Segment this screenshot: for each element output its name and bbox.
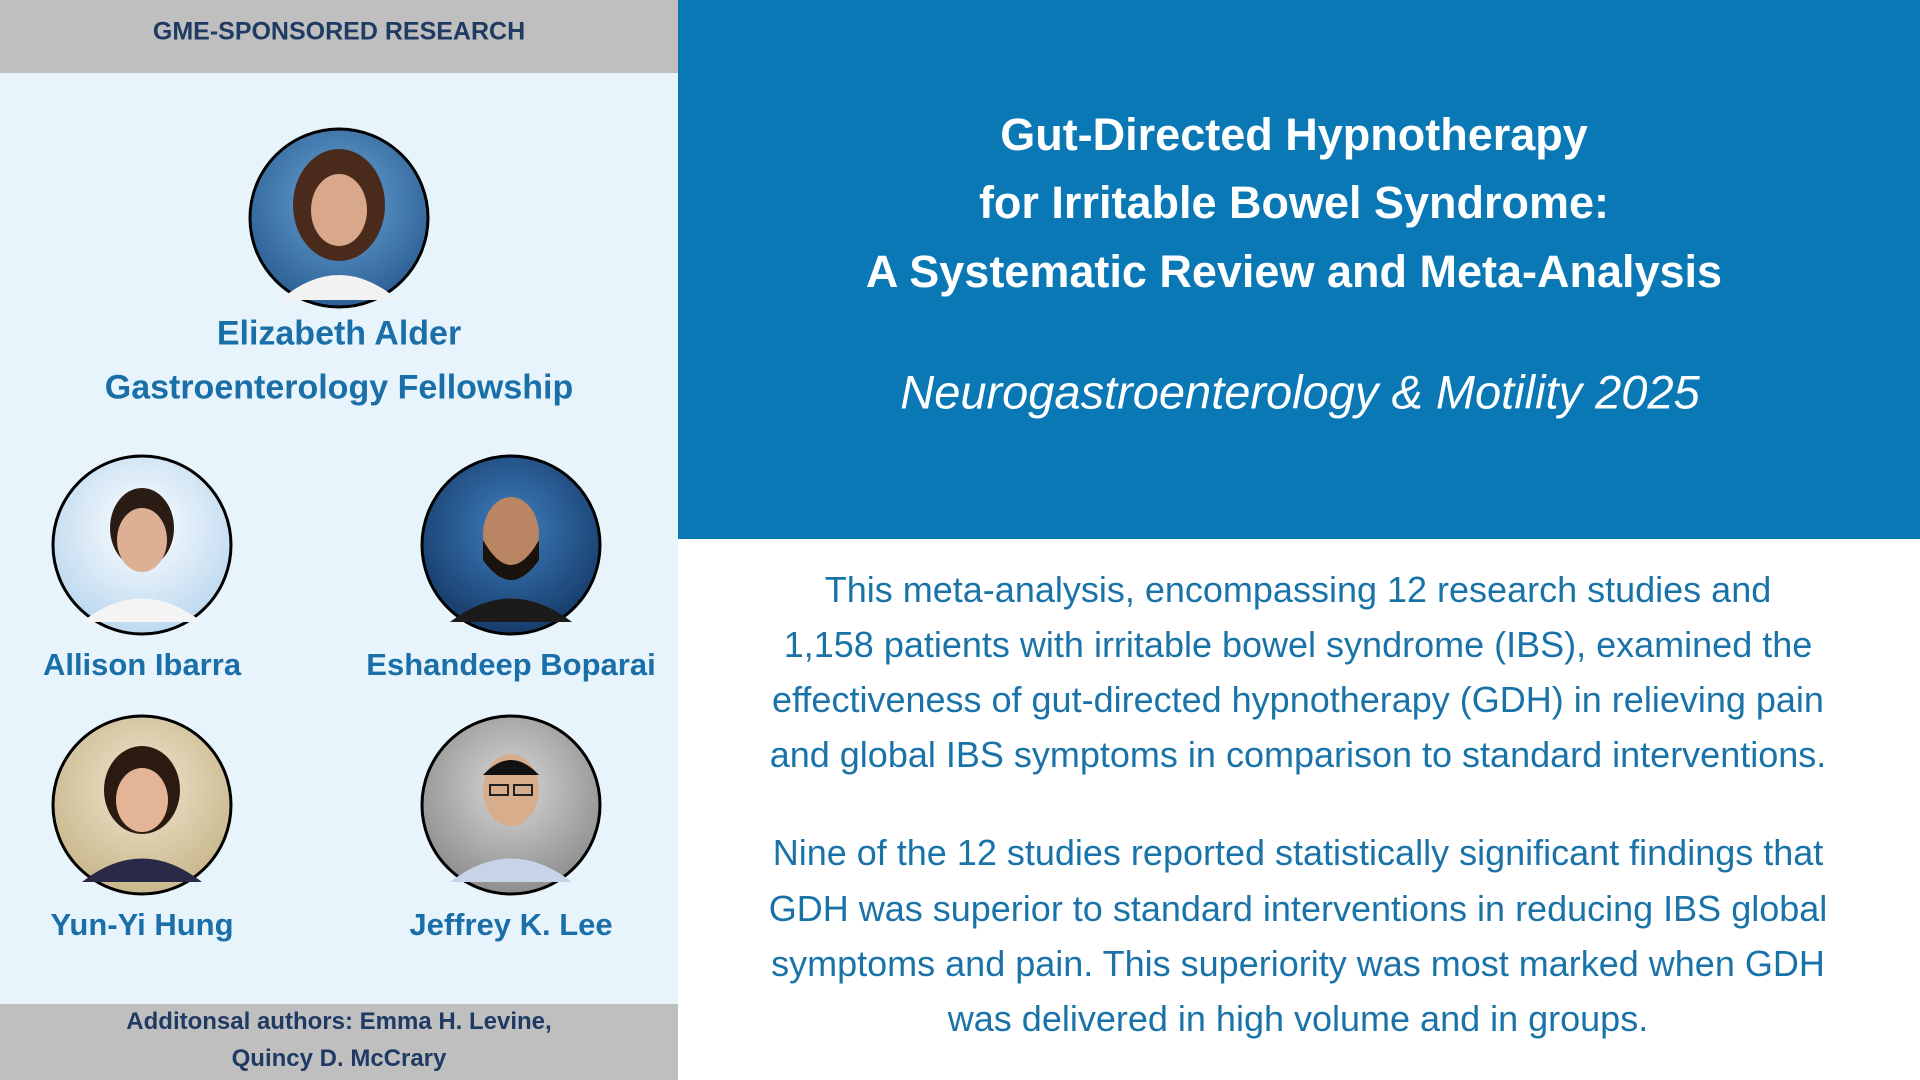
- summary-line: This meta-analysis, encompassing 12 rese…: [824, 569, 1772, 610]
- summary-line: 1,158 patients with irritable bowel synd…: [783, 624, 1813, 665]
- summary-line: GDH was superior to standard interventio…: [768, 888, 1828, 929]
- summary-line: symptoms and pain. This superiority was …: [771, 943, 1825, 984]
- footer-line: Quincy D. McCrary: [231, 1045, 447, 1072]
- portrait: [420, 454, 602, 636]
- footer-line: Additonsal authors: Emma H. Levine,: [126, 1008, 552, 1035]
- portrait: [420, 714, 602, 896]
- author-name: Eshandeep Boparai: [366, 647, 656, 682]
- summary-line: Nine of the 12 studies reported statisti…: [772, 832, 1824, 873]
- summary-line: effectiveness of gut-directed hypnothera…: [772, 679, 1824, 720]
- title-line: Gut-Directed Hypnotherapy: [1000, 109, 1588, 160]
- header-bar: [0, 0, 678, 73]
- title-line: for Irritable Bowel Syndrome:: [978, 177, 1610, 228]
- portrait: [248, 127, 430, 309]
- title-line: A Systematic Review and Meta-Analysis: [865, 246, 1723, 297]
- featured-program: Gastroenterology Fellowship: [104, 368, 574, 407]
- title-panel: [678, 0, 1920, 539]
- section-label: GME-SPONSORED RESEARCH: [152, 17, 526, 46]
- author-name: Jeffrey K. Lee: [409, 907, 613, 942]
- author-name: Allison Ibarra: [42, 647, 242, 682]
- summary-line: was delivered in high volume and in grou…: [947, 998, 1649, 1039]
- footer-bar: [0, 1004, 678, 1080]
- portraits: [51, 127, 602, 896]
- featured-name: Elizabeth Alder: [216, 314, 462, 353]
- journal: Neurogastroenterology & Motility 2025: [900, 365, 1700, 419]
- summary-line: and global IBS symptoms in comparison to…: [769, 734, 1827, 775]
- portrait: [51, 454, 233, 636]
- portrait: [51, 714, 233, 896]
- author-name: Yun-Yi Hung: [50, 907, 234, 942]
